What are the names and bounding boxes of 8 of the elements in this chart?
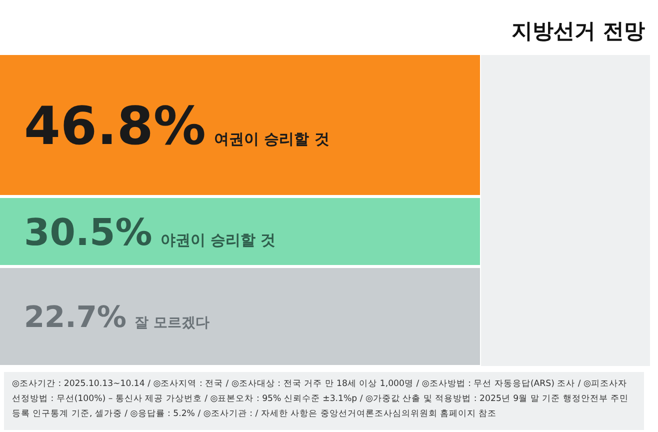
category-label: 여권이 승리할 것 xyxy=(214,130,330,148)
data-label: 46.8% xyxy=(24,96,206,157)
category-label: 야권이 승리할 것 xyxy=(160,230,276,249)
text: 지방선거 전망 xyxy=(512,19,645,43)
text: ◎조사기간 : 2025.10.13~10.14 / ◎조사지역 : 전국 / ◎조사대상 : 전국 거주 만 18세 이상 1,000명 / ◎조사방법 : 무선 자동응답(ARS) 조사 / ◎피조사자선정방법 : 무선(100%) – 통신사 제공 가상번호 / ◎표본오차 : 95% 신뢰수준 ±3.1%p / ◎가중값 산출 및 적용방법 : 2025년 9월 말 기준 행정안전부 주민등록 인구통계 기준, 셀가중 / ◎응답률 : 5.2% / ◎조사기관 : / 자세한 사항은 중앙선거여론조사심의위원회 홈페이지 참조 xyxy=(12,378,630,421)
data-label: 30.5% xyxy=(24,210,152,254)
data-label: 22.7% xyxy=(24,300,127,334)
category-label: 잘 모르겠다 xyxy=(134,315,210,332)
